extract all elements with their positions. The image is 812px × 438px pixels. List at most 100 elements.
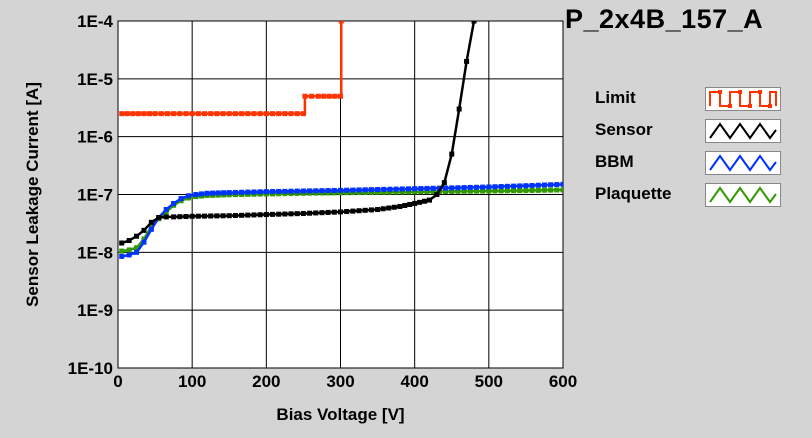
data-point-bbm [221,190,227,196]
data-point-limit [220,111,226,117]
data-point-plaquette [461,188,467,194]
data-point-sensor [434,192,440,197]
data-point-bbm [338,187,343,193]
data-point-bbm [119,253,125,259]
data-point-limit [302,93,308,99]
x-tick-label: 600 [549,372,577,391]
data-point-sensor [344,209,350,215]
data-point-limit [208,111,214,117]
data-point-sensor [417,199,423,205]
data-point-sensor [141,227,147,233]
data-point-plaquette [455,188,461,194]
data-point-sensor [276,211,282,217]
data-point-limit [119,111,125,117]
data-point-bbm [307,188,313,194]
data-point-sensor [226,213,232,219]
series-sensor [119,21,477,246]
x-tick-label: 100 [178,372,206,391]
legend-swatch-icon [705,119,781,143]
data-point-sensor [189,213,195,219]
data-point-sensor [368,207,374,213]
data-point-bbm [344,187,350,193]
series-limit [119,21,344,117]
data-point-sensor [300,210,306,216]
data-point-plaquette [412,189,418,195]
data-point-plaquette [504,188,510,194]
data-point-bbm [473,184,479,190]
data-point-sensor [148,219,154,225]
data-point-limit [177,111,183,117]
data-point-bbm [375,187,381,193]
data-point-plaquette [362,189,368,195]
data-point-plaquette [523,188,529,194]
data-point-limit [245,111,251,117]
data-point-plaquette [517,188,523,194]
data-point-sensor [270,211,276,217]
data-point-limit [309,93,315,99]
data-point-sensor [386,205,392,211]
data-point-sensor [375,207,381,213]
data-point-bbm [461,185,467,191]
data-point-sensor [202,213,208,219]
data-point-plaquette [498,188,504,194]
data-point-sensor [163,214,169,220]
data-point-bbm [412,186,418,192]
data-point-limit [239,111,245,117]
data-point-bbm [232,189,238,195]
data-point-bbm [443,185,449,191]
y-tick-label: 1E-8 [77,243,113,262]
data-point-sensor [282,211,288,217]
data-point-limit [321,93,327,99]
data-point-bbm [498,184,504,190]
data-point-sensor [126,238,132,244]
y-tick-label: 1E-5 [77,70,113,89]
y-tick-label: 1E-4 [77,12,113,31]
data-point-sensor [251,212,257,218]
data-point-sensor [471,21,477,24]
data-point-limit [158,111,164,117]
legend-label: Plaquette [595,184,672,203]
swatch-pattern-icon [709,186,777,204]
data-point-limit [276,111,282,117]
legend-item-plaquette[interactable]: Plaquette [585,180,785,208]
legend-swatch-icon [705,183,781,207]
legend-label: Sensor [595,120,653,139]
data-point-sensor [331,209,337,215]
swatch-pattern-icon [709,90,777,108]
data-point-sensor [288,211,294,217]
data-point-limit [141,111,147,117]
data-point-limit [135,111,141,117]
data-point-plaquette [535,187,541,193]
data-point-limit [202,111,208,117]
data-point-plaquette [356,190,362,196]
data-point-bbm [257,189,263,195]
data-point-sensor [156,215,162,221]
data-point-bbm [405,186,411,192]
data-point-bbm [300,188,306,194]
data-point-sensor [464,58,470,64]
data-point-bbm [270,189,276,195]
data-point-plaquette [381,189,387,195]
legend-item-limit[interactable]: Limit [585,84,785,112]
data-point-limit [189,111,195,117]
swatch-pattern-icon [709,122,777,140]
data-point-limit [164,111,170,117]
chart-title: P_2x4B_157_A [565,4,764,34]
data-point-limit [232,111,238,117]
data-point-limit [300,111,306,117]
legend-item-bbm[interactable]: BBM [585,148,785,176]
data-point-sensor [195,213,201,219]
data-point-plaquette [529,187,535,193]
data-point-sensor [441,180,447,186]
legend-item-sensor[interactable]: Sensor [585,116,785,144]
data-point-bbm [449,185,455,191]
data-point-bbm [134,249,140,255]
data-point-plaquette [480,188,486,194]
data-point-plaquette [418,189,424,195]
y-tick-label: 1E-6 [77,128,113,147]
data-point-plaquette [393,189,399,195]
data-point-limit [332,93,338,99]
y-axis-label: Sensor Leakage Current [A] [23,82,42,307]
data-point-plaquette [511,188,517,194]
